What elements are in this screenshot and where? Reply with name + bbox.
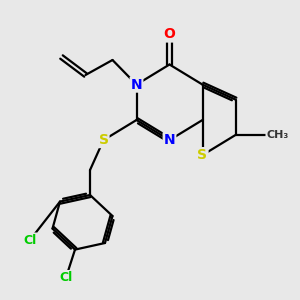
Text: S: S <box>197 148 208 162</box>
Text: Cl: Cl <box>23 233 37 247</box>
Text: N: N <box>164 133 175 147</box>
Text: CH₃: CH₃ <box>266 130 289 140</box>
Text: N: N <box>131 78 142 92</box>
Text: Cl: Cl <box>59 271 73 284</box>
Text: O: O <box>164 28 175 41</box>
Text: S: S <box>98 133 109 147</box>
